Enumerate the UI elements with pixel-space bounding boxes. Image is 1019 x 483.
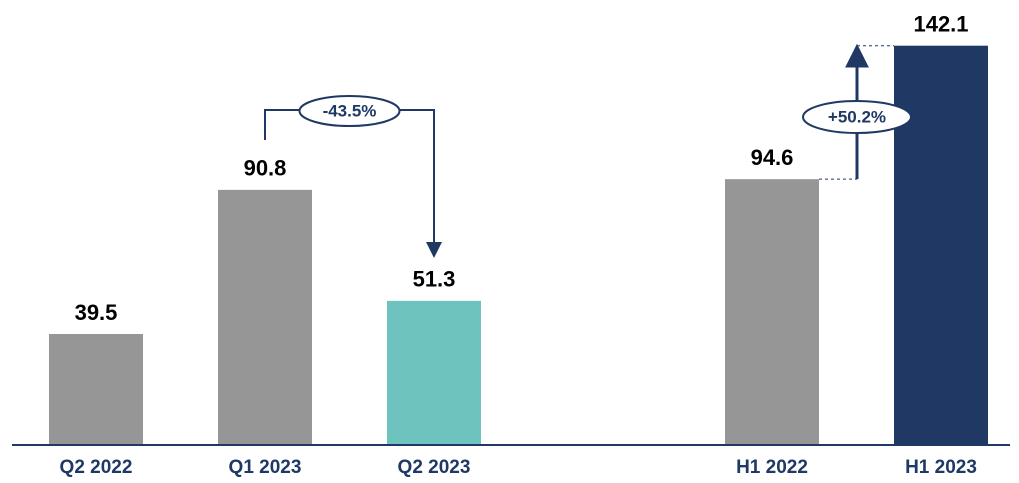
bar xyxy=(894,45,988,445)
annotation-bubble xyxy=(298,95,401,127)
annotation: -43.5% xyxy=(323,101,377,120)
bar xyxy=(387,300,481,445)
annotation-bubble xyxy=(802,100,912,134)
bar xyxy=(725,179,819,445)
x-tick-label: Q2 2022 xyxy=(60,457,133,478)
value-label: 51.3 xyxy=(413,267,456,292)
bar xyxy=(49,334,143,445)
annotation: +50.2% xyxy=(828,107,886,126)
x-tick-label: Q1 2023 xyxy=(229,457,302,478)
x-tick-label: H1 2023 xyxy=(905,457,977,478)
x-tick-label: Q2 2023 xyxy=(398,457,471,478)
x-tick-label: H1 2022 xyxy=(736,457,808,478)
bar xyxy=(218,189,312,445)
value-label: 90.8 xyxy=(244,156,287,181)
value-label: 142.1 xyxy=(913,12,968,37)
value-label: 39.5 xyxy=(75,300,118,325)
value-label: 94.6 xyxy=(751,145,794,170)
